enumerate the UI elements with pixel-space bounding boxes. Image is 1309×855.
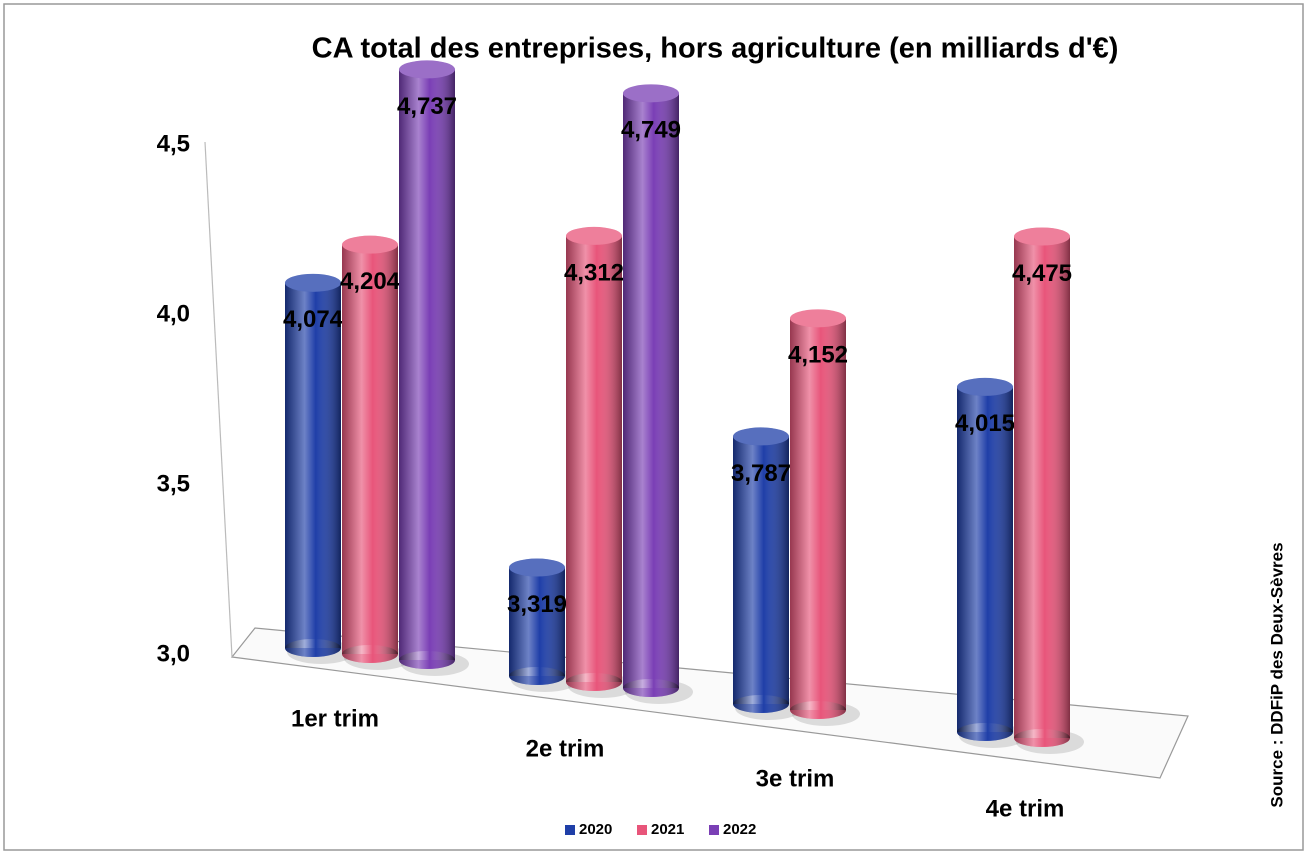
bar-top [790,309,846,328]
legend-swatch [709,825,719,835]
data-label: 4,074 [283,306,344,333]
bar-top [957,377,1013,396]
bar-top-light [1014,227,1070,246]
bar-shade-bottom [285,639,341,657]
y-tick-label: 3,0 [157,640,190,667]
bar-top [509,558,565,577]
source: Source : DDFiP des Deux-Sèvres [1267,542,1286,807]
x-tick-label: 4e trim [986,795,1065,822]
bar-top-light [566,226,622,245]
bar-top-light [733,427,789,446]
bar [790,309,860,726]
bar-shade-bottom [1014,729,1070,747]
bar [957,377,1027,748]
data-label: 4,312 [564,259,624,286]
bar [399,60,469,676]
bar-shade-bottom [399,651,455,669]
bar-top [285,273,341,292]
bar-shade [399,69,455,661]
bar-top [566,226,622,245]
bar-shade-bottom [790,701,846,719]
bar-top [399,60,455,79]
data-label: 3,319 [507,591,567,618]
x-tick-label: 2e trim [526,735,605,762]
bar-top-light [285,273,341,292]
bar-top [342,235,398,254]
data-label: 4,737 [397,93,457,120]
chart-title: CA total des entreprises, hors agricultu… [312,33,1119,65]
data-label: 4,475 [1012,260,1072,287]
bar-shade-bottom [957,723,1013,741]
bar [733,427,803,720]
bar-top-light [790,309,846,328]
bar-top-light [623,84,679,103]
bar-shade-bottom [566,673,622,691]
x-tick-label: 3e trim [756,765,835,792]
bar-shade-bottom [509,667,565,685]
y-tick-label: 4,0 [157,300,190,327]
bar-top-light [957,377,1013,396]
data-label: 4,749 [621,117,681,144]
bar-shade-bottom [342,645,398,663]
data-label: 3,787 [731,460,791,487]
bar-shade-bottom [733,695,789,713]
bar-shade [566,235,622,683]
data-label: 4,015 [955,410,1015,437]
bar-shade [623,93,679,689]
legend-swatch [565,825,575,835]
y-axis [204,141,233,658]
bar [509,558,579,692]
bar-shade-bottom [623,679,679,697]
bar-top-light [399,60,455,79]
floor [230,627,1189,779]
bar [342,235,412,670]
bar-shade [509,567,565,676]
bar-shade [790,318,846,710]
bar-shade [733,436,789,704]
x-tick-label: 1er trim [291,705,379,732]
legend-label: 2022 [723,821,756,838]
bar [1014,227,1084,754]
data-label: 4,152 [788,342,848,369]
data-label: 4,204 [340,268,401,295]
bar-shade [342,244,398,654]
bar-top [733,427,789,446]
y-tick-label: 3,5 [157,470,190,497]
legend-label: 2020 [579,821,612,838]
bar-shade [285,282,341,648]
bar-top-light [509,558,565,577]
bar [566,226,636,698]
bar-top-light [342,235,398,254]
bar [623,84,693,704]
bar-shade [1014,236,1070,738]
bar-top [623,84,679,103]
legend-label: 2021 [651,821,684,838]
bar-top [1014,227,1070,246]
legend-swatch [637,825,647,835]
bar-shade [957,386,1013,732]
bar [285,273,355,664]
y-tick-label: 4,5 [157,130,190,157]
